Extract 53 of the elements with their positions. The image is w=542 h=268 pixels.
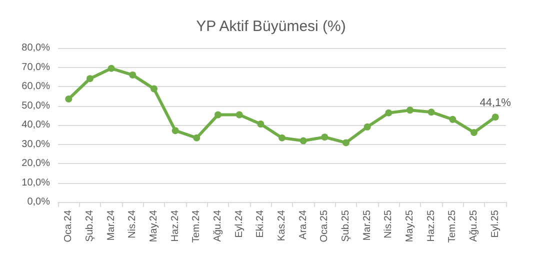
x-tick-label: Eyl.24 <box>234 210 245 238</box>
point <box>300 137 307 144</box>
point <box>257 120 264 128</box>
x-tick-label: Eyl.25 <box>490 210 501 238</box>
x-tick-label: Nis.24 <box>127 210 138 238</box>
x-tick-label: Mar.25 <box>362 210 373 241</box>
point <box>129 71 136 78</box>
x-tick-label: Tem.24 <box>191 210 202 243</box>
y-tick-label: 20,0% <box>22 158 50 169</box>
point <box>342 139 350 146</box>
y-tick-label: 40,0% <box>22 120 50 130</box>
y-tick-label: 50,0% <box>22 100 50 112</box>
x-tick-label: Şub.24 <box>84 210 96 242</box>
point <box>150 85 158 92</box>
x-tick-label: Nis.25 <box>383 210 394 238</box>
point <box>86 75 94 82</box>
y-tick-label: 70,0% <box>22 62 50 73</box>
x-tick-label: Şub.25 <box>340 210 352 242</box>
point <box>385 109 392 116</box>
point <box>428 108 435 116</box>
x-tick-label: May.25 <box>404 210 416 242</box>
x-tick-label: May.24 <box>148 210 160 242</box>
point <box>449 116 456 123</box>
x-tick-label: Kas.24 <box>276 210 288 242</box>
x-tick-label: Mar.24 <box>106 210 117 241</box>
point <box>193 134 200 142</box>
point <box>278 134 286 142</box>
x-tick-label: Haz.25 <box>426 210 437 242</box>
point <box>236 111 243 118</box>
y-tick-label: 10,0% <box>22 177 50 188</box>
point <box>364 123 371 130</box>
y-tick-label: 30,0% <box>22 138 50 150</box>
x-tick-label: Ağu.25 <box>468 210 480 242</box>
data-label: 44,1% <box>480 97 512 110</box>
y-tick-label: 0,0% <box>27 196 50 208</box>
point <box>406 106 414 114</box>
x-tick-label: Oca.25 <box>319 210 330 242</box>
x-tick-label: Haz.24 <box>170 210 181 242</box>
point <box>492 114 499 121</box>
y-tick-label: 80,0% <box>22 42 50 54</box>
point <box>214 111 222 118</box>
x-tick-label: Tem.25 <box>447 210 458 243</box>
point <box>470 129 478 136</box>
chart-title: YP Aktif Büyümesi (%) <box>196 18 346 35</box>
x-tick-label: Ağu.24 <box>212 210 224 242</box>
x-tick-label: Oca.24 <box>63 210 74 242</box>
x-tick-label: Eki.24 <box>255 210 266 238</box>
point <box>321 134 328 141</box>
point <box>172 127 179 134</box>
point <box>65 96 72 103</box>
x-tick-label: Ara.24 <box>298 210 309 240</box>
y-tick-label: 60,0% <box>22 81 50 92</box>
point <box>108 64 115 72</box>
